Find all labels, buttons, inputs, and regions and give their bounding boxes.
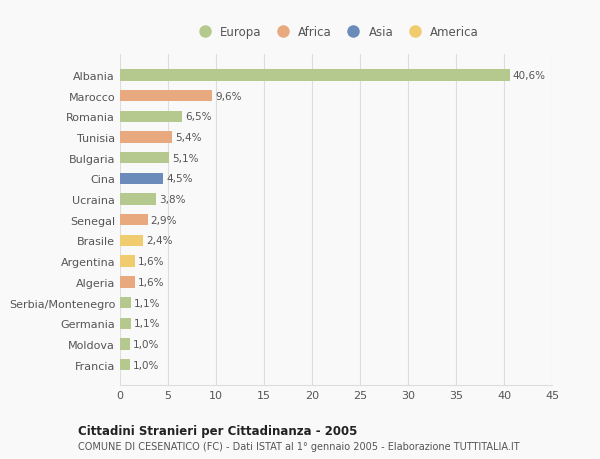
Text: COMUNE DI CESENATICO (FC) - Dati ISTAT al 1° gennaio 2005 - Elaborazione TUTTITA: COMUNE DI CESENATICO (FC) - Dati ISTAT a… bbox=[78, 441, 520, 451]
Text: 1,1%: 1,1% bbox=[133, 319, 160, 329]
Text: 1,6%: 1,6% bbox=[138, 277, 165, 287]
Bar bbox=[120, 297, 131, 308]
Bar bbox=[120, 194, 157, 205]
Bar bbox=[120, 112, 182, 123]
Text: 1,6%: 1,6% bbox=[138, 257, 165, 267]
Text: 2,4%: 2,4% bbox=[146, 236, 172, 246]
Text: 1,0%: 1,0% bbox=[133, 339, 159, 349]
Text: 6,5%: 6,5% bbox=[185, 112, 212, 122]
Text: 5,4%: 5,4% bbox=[175, 133, 201, 143]
Bar bbox=[120, 256, 136, 267]
Text: 9,6%: 9,6% bbox=[215, 91, 242, 101]
Bar bbox=[120, 153, 169, 164]
Bar bbox=[120, 339, 130, 350]
Text: 40,6%: 40,6% bbox=[512, 71, 545, 81]
Text: 5,1%: 5,1% bbox=[172, 153, 199, 163]
Bar bbox=[120, 318, 131, 329]
Text: 4,5%: 4,5% bbox=[166, 174, 193, 184]
Text: 1,1%: 1,1% bbox=[133, 298, 160, 308]
Legend: Europa, Africa, Asia, America: Europa, Africa, Asia, America bbox=[188, 21, 484, 44]
Text: 3,8%: 3,8% bbox=[160, 195, 186, 205]
Bar bbox=[120, 174, 163, 185]
Bar bbox=[120, 277, 136, 288]
Bar bbox=[120, 235, 143, 246]
Text: Cittadini Stranieri per Cittadinanza - 2005: Cittadini Stranieri per Cittadinanza - 2… bbox=[78, 424, 358, 437]
Bar bbox=[120, 91, 212, 102]
Bar bbox=[120, 215, 148, 226]
Text: 2,9%: 2,9% bbox=[151, 215, 177, 225]
Bar bbox=[120, 359, 130, 370]
Text: 1,0%: 1,0% bbox=[133, 360, 159, 370]
Bar bbox=[120, 132, 172, 143]
Bar bbox=[120, 70, 510, 81]
